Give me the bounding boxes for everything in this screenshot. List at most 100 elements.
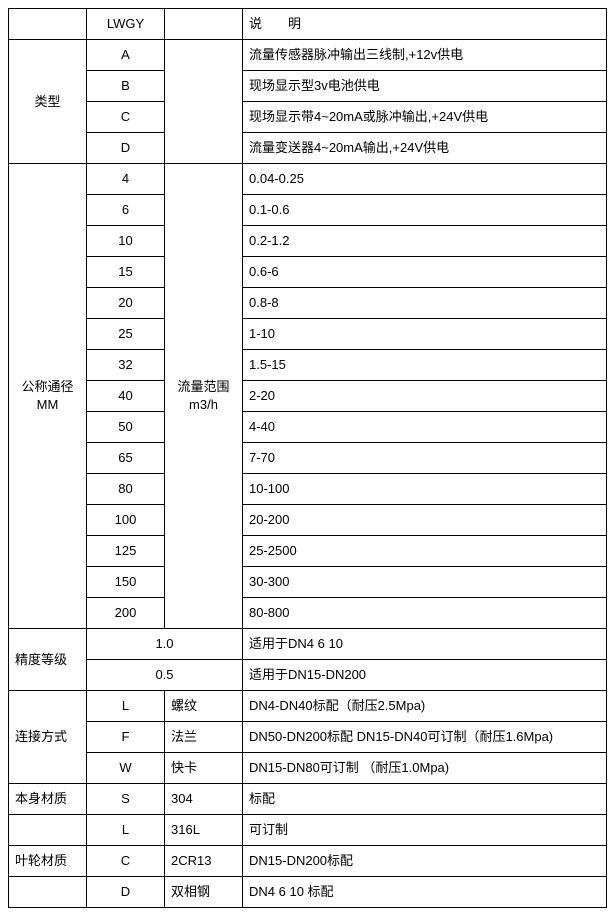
body-material-desc: 可订制 [243, 815, 607, 846]
table-row: D 流量变送器4~20mA输出,+24V供电 [9, 133, 607, 164]
connection-code: L [87, 691, 165, 722]
spec-table: LWGY 说 明 类型 A 流量传感器脉冲输出三线制,+12v供电 B 现场显示… [8, 8, 607, 908]
connection-desc: DN4-DN40标配（耐压2.5Mpa) [243, 691, 607, 722]
table-row: F 法兰 DN50-DN200标配 DN15-DN40可订制（耐压1.6Mpa) [9, 722, 607, 753]
impeller-material-name: 双相钢 [165, 877, 243, 908]
accuracy-label: 精度等级 [9, 629, 87, 691]
diameter-range: 0.2-1.2 [243, 226, 607, 257]
diameter-dn: 50 [87, 412, 165, 443]
diameter-range: 30-300 [243, 567, 607, 598]
type-code: A [87, 40, 165, 71]
flow-range-line2: m3/h [189, 397, 218, 412]
table-row: 200.8-8 [9, 288, 607, 319]
connection-name: 法兰 [165, 722, 243, 753]
table-row: 12525-2500 [9, 536, 607, 567]
diameter-label-line2: MM [37, 397, 59, 412]
body-material-code: L [87, 815, 165, 846]
table-row: W 快卡 DN15-DN80可订制 （耐压1.0Mpa) [9, 753, 607, 784]
table-row: 精度等级 1.0 适用于DN4 6 10 [9, 629, 607, 660]
connection-desc: DN50-DN200标配 DN15-DN40可订制（耐压1.6Mpa) [243, 722, 607, 753]
body-material-desc: 标配 [243, 784, 607, 815]
connection-name: 快卡 [165, 753, 243, 784]
table-row: LWGY 说 明 [9, 9, 607, 40]
diameter-dn: 15 [87, 257, 165, 288]
table-row: C 现场显示带4~20mA或脉冲输出,+24V供电 [9, 102, 607, 133]
diameter-range: 25-2500 [243, 536, 607, 567]
connection-name: 螺纹 [165, 691, 243, 722]
body-material-code: S [87, 784, 165, 815]
diameter-range: 1.5-15 [243, 350, 607, 381]
table-row: 公称通径 MM 4 流量范围 m3/h 0.04-0.25 [9, 164, 607, 195]
diameter-range: 0.04-0.25 [243, 164, 607, 195]
diameter-dn: 200 [87, 598, 165, 629]
table-row: 类型 A 流量传感器脉冲输出三线制,+12v供电 [9, 40, 607, 71]
table-row: B 现场显示型3v电池供电 [9, 71, 607, 102]
type-desc: 现场显示带4~20mA或脉冲输出,+24V供电 [243, 102, 607, 133]
diameter-range: 80-800 [243, 598, 607, 629]
table-row: 100 20-200 [9, 505, 607, 536]
diameter-dn: 100 [87, 505, 165, 536]
type-code: B [87, 71, 165, 102]
type-desc: 流量变送器4~20mA输出,+24V供电 [243, 133, 607, 164]
type-desc: 现场显示型3v电池供电 [243, 71, 607, 102]
table-row: 0.5 适用于DN15-DN200 [9, 660, 607, 691]
accuracy-val: 1.0 [87, 629, 243, 660]
diameter-dn: 32 [87, 350, 165, 381]
diameter-range: 10-100 [243, 474, 607, 505]
diameter-label-line1: 公称通径 [21, 379, 73, 394]
diameter-label: 公称通径 MM [9, 164, 87, 629]
connection-code: W [87, 753, 165, 784]
table-row: 80 10-100 [9, 474, 607, 505]
table-row: 65 7-70 [9, 443, 607, 474]
table-row: 10 0.2-1.2 [9, 226, 607, 257]
diameter-dn: 65 [87, 443, 165, 474]
impeller-material-code: C [87, 846, 165, 877]
diameter-dn: 80 [87, 474, 165, 505]
diameter-range: 4-40 [243, 412, 607, 443]
table-row: 200 80-800 [9, 598, 607, 629]
type-code: D [87, 133, 165, 164]
header-lwgy: LWGY [87, 9, 165, 40]
diameter-range: 7-70 [243, 443, 607, 474]
diameter-dn: 10 [87, 226, 165, 257]
table-row: 40 2-20 [9, 381, 607, 412]
body-material-name: 316L [165, 815, 243, 846]
diameter-range: 0.1-0.6 [243, 195, 607, 226]
diameter-dn: 40 [87, 381, 165, 412]
body-material-name: 304 [165, 784, 243, 815]
diameter-dn: 4 [87, 164, 165, 195]
header-shuoming: 说 明 [243, 9, 607, 40]
accuracy-desc: 适用于DN15-DN200 [243, 660, 607, 691]
table-row: D 双相钢 DN4 6 10 标配 [9, 877, 607, 908]
accuracy-val: 0.5 [87, 660, 243, 691]
connection-code: F [87, 722, 165, 753]
flow-range-line1: 流量范围 [177, 379, 229, 394]
flow-range-label: 流量范围 m3/h [165, 164, 243, 629]
header-blank [9, 9, 87, 40]
body-material-blank [9, 815, 87, 846]
type-label: 类型 [9, 40, 87, 164]
diameter-range: 1-10 [243, 319, 607, 350]
impeller-material-desc: DN4 6 10 标配 [243, 877, 607, 908]
diameter-range: 0.8-8 [243, 288, 607, 319]
diameter-range: 2-20 [243, 381, 607, 412]
table-row: 叶轮材质 C 2CR13 DN15-DN200标配 [9, 846, 607, 877]
accuracy-desc: 适用于DN4 6 10 [243, 629, 607, 660]
impeller-material-blank [9, 877, 87, 908]
table-row: 连接方式 L 螺纹 DN4-DN40标配（耐压2.5Mpa) [9, 691, 607, 722]
table-row: 15030-300 [9, 567, 607, 598]
impeller-material-desc: DN15-DN200标配 [243, 846, 607, 877]
body-material-label: 本身材质 [9, 784, 87, 815]
table-row: 25 1-10 [9, 319, 607, 350]
diameter-dn: 6 [87, 195, 165, 226]
connection-desc: DN15-DN80可订制 （耐压1.0Mpa) [243, 753, 607, 784]
diameter-range: 20-200 [243, 505, 607, 536]
table-row: L 316L 可订制 [9, 815, 607, 846]
diameter-dn: 25 [87, 319, 165, 350]
table-row: 6 0.1-0.6 [9, 195, 607, 226]
impeller-material-code: D [87, 877, 165, 908]
type-code: C [87, 102, 165, 133]
diameter-range: 0.6-6 [243, 257, 607, 288]
table-row: 本身材质 S 304 标配 [9, 784, 607, 815]
table-row: 50 4-40 [9, 412, 607, 443]
